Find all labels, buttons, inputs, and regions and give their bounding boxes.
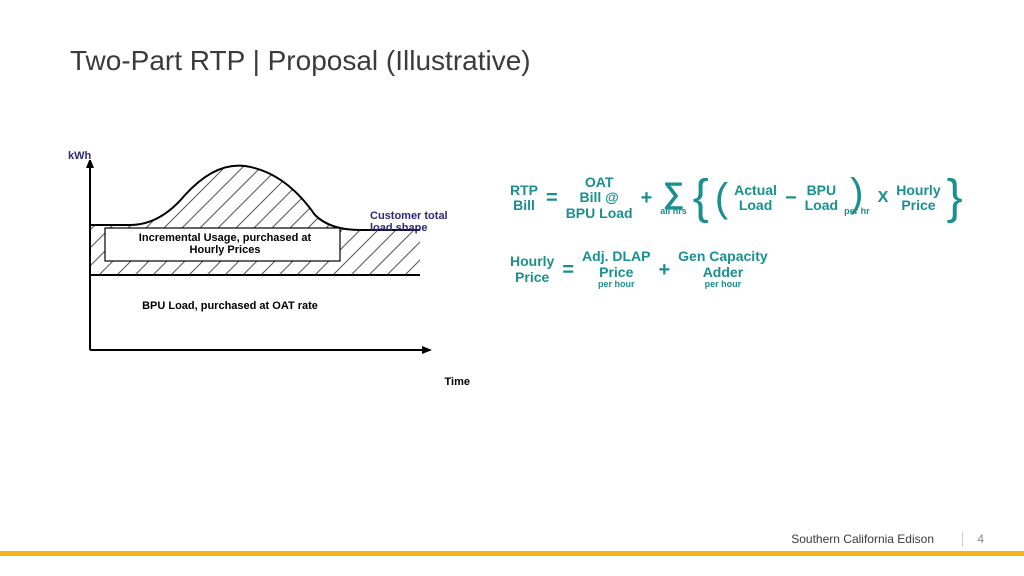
equals-sign: = <box>560 259 576 281</box>
eq-text: Adder <box>703 265 743 280</box>
footer-page-number: 4 <box>962 532 984 546</box>
eq-subscript: per hr <box>844 207 870 217</box>
eq-text: Actual <box>734 183 777 198</box>
eq-term: BPU Load <box>805 183 838 214</box>
eq-text: Load <box>805 198 838 213</box>
sigma-symbol: ∑ all hrs <box>660 180 687 217</box>
eq-text: BPU Load <box>566 206 633 221</box>
load-shape-label: Customer total load shape <box>370 210 470 234</box>
eq-text: OAT <box>585 175 614 190</box>
equation-rtp-bill: RTP Bill = OAT Bill @ BPU Load + ∑ all h… <box>510 175 1010 221</box>
eq-text: Bill @ <box>579 190 618 205</box>
left-brace: { <box>693 179 709 217</box>
x-axis-label: Time <box>445 376 470 388</box>
eq-subscript: per hour <box>598 280 635 290</box>
eq-term: Gen Capacity Adder per hour <box>678 249 767 290</box>
eq-text: Hourly <box>510 254 554 269</box>
eq-text: Price <box>515 270 549 285</box>
right-paren: ) <box>850 179 863 207</box>
eq-text: Adj. DLAP <box>582 249 650 264</box>
eq-term: Actual Load <box>734 183 777 214</box>
bpu-region-label: BPU Load, purchased at OAT rate <box>130 300 330 312</box>
equals-sign: = <box>544 187 560 209</box>
slide-title: Two-Part RTP | Proposal (Illustrative) <box>70 45 531 77</box>
incremental-region-label: Incremental Usage, purchased at Hourly P… <box>120 232 330 256</box>
chart-svg <box>70 160 470 370</box>
eq-text: Load <box>739 198 772 213</box>
equations-block: RTP Bill = OAT Bill @ BPU Load + ∑ all h… <box>510 175 1010 290</box>
plus-sign: + <box>656 259 672 281</box>
eq-lhs: Hourly Price <box>510 254 554 285</box>
load-shape-chart: kWh Time Customer total load shape BPU L… <box>70 160 470 380</box>
equation-hourly-price: Hourly Price = Adj. DLAP Price per hour … <box>510 249 1010 290</box>
left-paren: ( <box>715 184 728 212</box>
eq-term: Hourly Price <box>896 183 940 214</box>
right-brace: } <box>947 179 963 217</box>
footer-org: Southern California Edison <box>791 532 934 546</box>
eq-text: Hourly <box>896 183 940 198</box>
eq-text: BPU <box>807 183 837 198</box>
eq-text: Price <box>901 198 935 213</box>
times-sign: X <box>876 189 891 207</box>
eq-text: RTP <box>510 183 538 198</box>
footer-accent-bar <box>0 551 1024 556</box>
eq-text: Bill <box>513 198 535 213</box>
eq-subscript: per hour <box>705 280 742 290</box>
eq-text: Price <box>599 265 633 280</box>
minus-sign: − <box>783 187 799 209</box>
plus-sign: + <box>639 187 655 209</box>
right-paren-wrap: ) per hr <box>844 179 870 217</box>
y-axis-label: kWh <box>68 150 91 162</box>
eq-text: Gen Capacity <box>678 249 767 264</box>
eq-term: Adj. DLAP Price per hour <box>582 249 650 290</box>
eq-term: OAT Bill @ BPU Load <box>566 175 633 221</box>
eq-lhs: RTP Bill <box>510 183 538 214</box>
